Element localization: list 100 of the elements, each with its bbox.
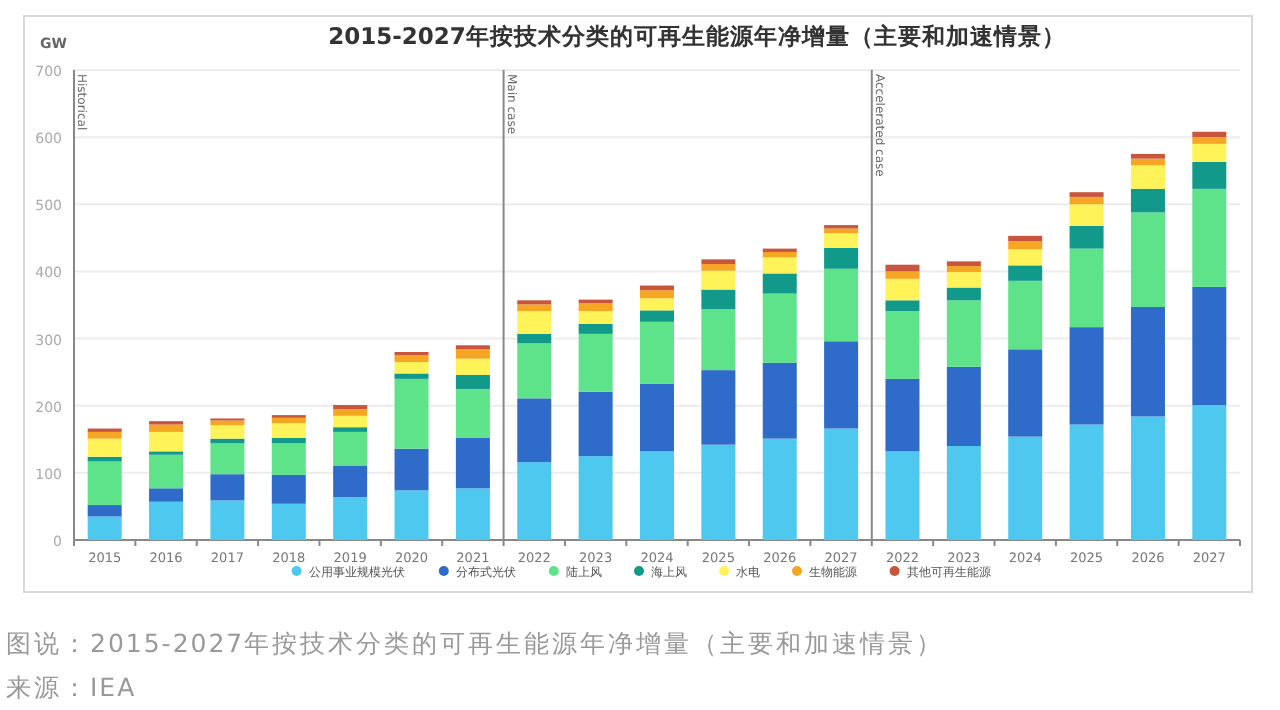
- bar: [271, 417, 306, 424]
- bar: [333, 497, 368, 540]
- bar: [394, 378, 429, 449]
- bar: [640, 290, 674, 299]
- bar: [640, 298, 674, 311]
- bar: [701, 444, 736, 540]
- bar: [824, 341, 859, 429]
- bar: [946, 300, 981, 367]
- bar: [394, 490, 429, 540]
- bar: [1008, 436, 1043, 540]
- bar: [1069, 424, 1104, 540]
- bar: [1130, 188, 1165, 213]
- bar: [455, 358, 490, 375]
- bar: [455, 349, 490, 359]
- bar: [578, 333, 613, 392]
- bar: [1008, 235, 1043, 242]
- bar: [1008, 349, 1043, 437]
- bar: [210, 500, 245, 540]
- bar: [333, 431, 368, 466]
- bar: [824, 268, 859, 342]
- bar: [885, 378, 920, 452]
- bar: [1008, 249, 1043, 266]
- bar: [1069, 248, 1104, 328]
- bar: [1069, 327, 1104, 425]
- bar: [210, 443, 245, 475]
- text: 图说：2015-2027年按技术分类的可再生能源年净增量（主要和加速情景）: [6, 628, 945, 658]
- bar: [1069, 204, 1104, 226]
- bar: [1192, 137, 1227, 144]
- bar: [149, 424, 184, 432]
- bar: [1130, 212, 1165, 308]
- bar: [640, 321, 674, 384]
- bar: [87, 438, 122, 457]
- bar: [87, 516, 122, 540]
- bar: [455, 388, 490, 438]
- bar: [1192, 286, 1227, 406]
- bar: [946, 446, 981, 540]
- bar: [517, 398, 552, 463]
- bar: [394, 448, 429, 491]
- bar: [210, 425, 245, 439]
- bar: [149, 454, 184, 489]
- bar: [762, 257, 797, 274]
- bar: [885, 300, 920, 312]
- bar: [210, 420, 245, 426]
- bar: [701, 370, 736, 445]
- bar: [1069, 225, 1104, 249]
- bar: [271, 437, 306, 444]
- bar: [885, 278, 920, 301]
- bar: [824, 247, 859, 269]
- bar: [1192, 143, 1227, 162]
- bar: [517, 304, 552, 312]
- bar: [455, 488, 490, 540]
- bar: [885, 451, 920, 540]
- bar: [762, 362, 797, 439]
- bar: [1130, 153, 1165, 159]
- source-note: 来源：IEA: [6, 672, 137, 702]
- bar: [578, 302, 613, 312]
- bar: [1130, 307, 1165, 417]
- bar: [640, 451, 674, 540]
- bar: [640, 310, 674, 322]
- bar: [578, 311, 613, 324]
- bar: [946, 261, 981, 267]
- bar: [1069, 196, 1104, 205]
- bar: [394, 373, 429, 379]
- bar: [87, 505, 122, 517]
- bar: [578, 456, 613, 540]
- bar: [701, 259, 736, 265]
- bar: [210, 474, 245, 501]
- bar: [1192, 131, 1227, 138]
- bar: [762, 438, 797, 540]
- bar: [701, 309, 736, 371]
- bar: [271, 503, 306, 540]
- chart-title: 2015-2027年按技术分类的可再生能源年净增量（主要和加速情景）: [328, 22, 1066, 50]
- bar: [517, 333, 552, 344]
- bar: [578, 391, 613, 457]
- bar: [517, 311, 552, 334]
- bar: [701, 264, 736, 271]
- bar: [946, 272, 981, 288]
- bar: [762, 293, 797, 363]
- bar: [824, 228, 859, 234]
- bar: [824, 233, 859, 248]
- bar: [1008, 280, 1043, 350]
- bar: [946, 266, 981, 273]
- bar: [271, 474, 306, 504]
- bar: [1130, 416, 1165, 540]
- bar: [333, 465, 368, 498]
- bar: [517, 343, 552, 399]
- bar: [1008, 241, 1043, 250]
- bar: [946, 366, 981, 446]
- bar: [1192, 405, 1227, 540]
- bar: [517, 462, 552, 540]
- bar: [333, 409, 368, 416]
- bar: [87, 431, 122, 439]
- bar: [701, 289, 736, 310]
- bar: [271, 443, 306, 475]
- bar: [824, 428, 859, 540]
- bar: [455, 374, 490, 389]
- bar: [1130, 165, 1165, 189]
- bar: [149, 488, 184, 502]
- bar: [87, 461, 122, 506]
- bar: [885, 311, 920, 379]
